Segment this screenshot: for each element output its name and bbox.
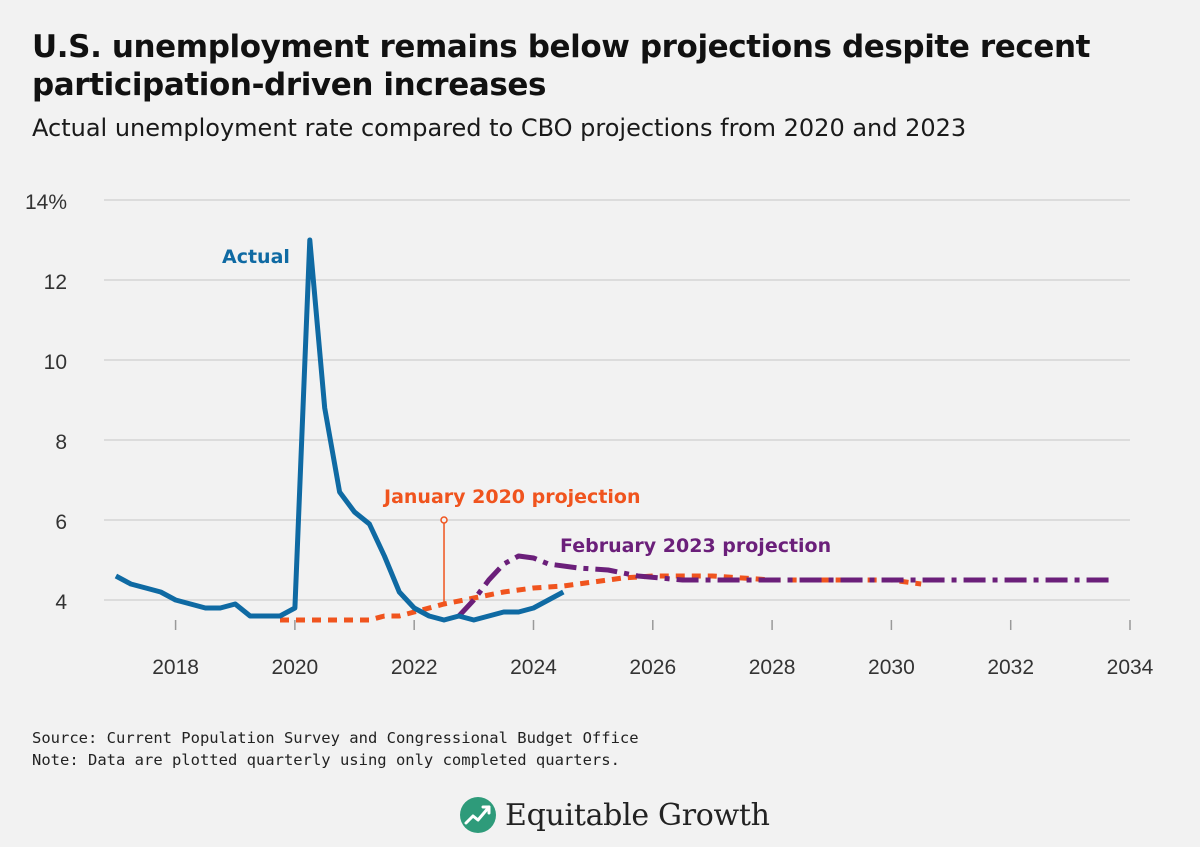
x-tick-label: 2026 [629, 656, 676, 679]
equitable-growth-logo: Equitable Growth [459, 795, 770, 835]
chart-subtitle: Actual unemployment rate compared to CBO… [32, 114, 967, 142]
y-tick-label: 14% [25, 191, 67, 214]
x-tick-label: 2028 [749, 656, 796, 679]
growth-leaf-icon [460, 797, 496, 833]
jan-2020-projection-label: January 2020 projection [382, 486, 641, 508]
x-tick-label: 2018 [152, 656, 199, 679]
y-tick-label: 12 [44, 271, 67, 294]
x-tick-label: 2020 [272, 656, 319, 679]
actual-series-line [114, 237, 565, 623]
y-tick-label: 4 [55, 591, 67, 614]
logo-text: Equitable Growth [505, 797, 770, 833]
feb-2023-projection-line [457, 553, 1116, 618]
x-tick-label: 2030 [868, 656, 915, 679]
actual-series-label: Actual [222, 246, 290, 268]
x-tick-label: 2032 [987, 656, 1034, 679]
x-tick-label: 2024 [510, 656, 557, 679]
y-tick-label: 10 [44, 351, 67, 374]
x-tick-label: 2034 [1107, 656, 1154, 679]
source-note: Source: Current Population Survey and Co… [32, 729, 639, 747]
y-tick-label: 8 [55, 431, 67, 454]
chart-title: U.S. unemployment remains below projecti… [32, 29, 1091, 103]
feb-2023-projection-label: February 2023 projection [560, 535, 831, 557]
data-note: Note: Data are plotted quarterly using o… [32, 751, 620, 769]
jan-2020-projection-line [280, 573, 922, 623]
y-tick-label: 6 [55, 511, 67, 534]
jan-2020-pointer-dot [440, 516, 448, 524]
x-tick-label: 2022 [391, 656, 438, 679]
